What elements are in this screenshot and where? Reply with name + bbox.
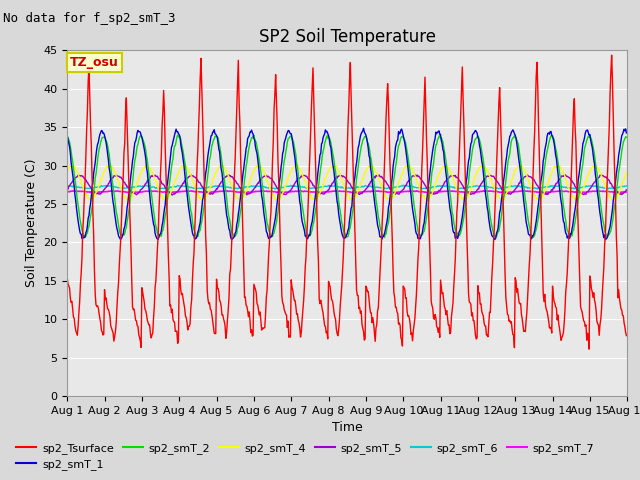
sp2_smT_2: [623, 134, 630, 140]
sp2_Tsurface: [415, 244, 422, 250]
sp2_smT_2: [131, 157, 139, 163]
sp2_smT_6: [131, 184, 139, 190]
sp2_smT_2: [529, 235, 537, 240]
sp2_Tsurface: [431, 312, 439, 317]
sp2_smT_5: [74, 174, 81, 180]
sp2_smT_1: [131, 140, 139, 145]
sp2_smT_7: [431, 189, 439, 195]
sp2_Tsurface: [623, 333, 630, 338]
Line: sp2_smT_4: sp2_smT_4: [67, 165, 627, 200]
Text: TZ_osu: TZ_osu: [70, 56, 119, 69]
sp2_smT_4: [188, 174, 195, 180]
sp2_smT_7: [479, 188, 487, 193]
sp2_smT_1: [623, 130, 630, 136]
sp2_smT_1: [602, 237, 609, 242]
sp2_smT_2: [431, 147, 439, 153]
sp2_Tsurface: [74, 332, 81, 338]
sp2_Tsurface: [218, 304, 225, 310]
sp2_smT_6: [432, 184, 440, 190]
sp2_smT_7: [131, 189, 139, 195]
sp2_smT_4: [74, 169, 81, 175]
sp2_smT_6: [623, 183, 630, 189]
Line: sp2_Tsurface: sp2_Tsurface: [67, 55, 627, 349]
sp2_smT_1: [218, 166, 225, 172]
sp2_smT_5: [131, 191, 139, 196]
Line: sp2_smT_6: sp2_smT_6: [67, 185, 627, 189]
sp2_smT_5: [416, 174, 424, 180]
sp2_smT_6: [534, 186, 541, 192]
sp2_smT_4: [416, 186, 424, 192]
sp2_smT_4: [218, 162, 225, 168]
sp2_smT_4: [573, 197, 580, 203]
sp2_Tsurface: [608, 52, 616, 58]
sp2_smT_4: [432, 180, 440, 185]
Line: sp2_smT_5: sp2_smT_5: [67, 175, 627, 195]
sp2_smT_7: [623, 189, 630, 195]
sp2_smT_6: [63, 183, 71, 189]
sp2_smT_1: [74, 212, 81, 217]
sp2_smT_2: [188, 211, 195, 216]
sp2_smT_1: [188, 225, 195, 231]
Text: No data for f_sp2_smT_3: No data for f_sp2_smT_3: [3, 12, 176, 25]
sp2_smT_5: [432, 191, 440, 196]
sp2_smT_6: [74, 184, 81, 190]
sp2_smT_4: [131, 186, 139, 192]
sp2_smT_1: [416, 235, 424, 241]
sp2_smT_7: [188, 188, 195, 194]
sp2_smT_2: [63, 135, 71, 141]
sp2_Tsurface: [63, 275, 71, 280]
sp2_smT_7: [218, 189, 225, 194]
sp2_smT_7: [74, 188, 81, 194]
Title: SP2 Soil Temperature: SP2 Soil Temperature: [259, 28, 436, 46]
sp2_Tsurface: [585, 346, 593, 352]
sp2_smT_4: [623, 169, 630, 175]
sp2_smT_5: [189, 173, 196, 179]
sp2_smT_5: [168, 192, 176, 198]
sp2_smT_1: [360, 125, 367, 131]
Y-axis label: Soil Temperature (C): Soil Temperature (C): [25, 159, 38, 288]
sp2_smT_2: [436, 131, 444, 137]
sp2_smT_6: [142, 182, 150, 188]
sp2_Tsurface: [131, 312, 139, 317]
sp2_smT_2: [415, 230, 422, 236]
sp2_smT_5: [218, 179, 226, 184]
sp2_smT_5: [63, 184, 71, 190]
sp2_smT_2: [218, 153, 225, 159]
sp2_smT_1: [432, 129, 440, 135]
sp2_Tsurface: [188, 297, 195, 303]
sp2_smT_7: [63, 189, 71, 195]
sp2_smT_6: [189, 185, 196, 191]
X-axis label: Time: Time: [332, 421, 363, 434]
sp2_smT_6: [416, 185, 424, 191]
sp2_smT_6: [218, 184, 226, 190]
Line: sp2_smT_7: sp2_smT_7: [67, 191, 627, 193]
sp2_smT_4: [63, 167, 71, 172]
sp2_smT_2: [74, 197, 81, 203]
Line: sp2_smT_2: sp2_smT_2: [67, 134, 627, 238]
Legend: sp2_Tsurface, sp2_smT_1, sp2_smT_2, sp2_smT_4, sp2_smT_5, sp2_smT_6, sp2_smT_7: sp2_Tsurface, sp2_smT_1, sp2_smT_2, sp2_…: [12, 438, 598, 474]
sp2_smT_1: [63, 133, 71, 139]
sp2_smT_4: [294, 162, 301, 168]
Line: sp2_smT_1: sp2_smT_1: [67, 128, 627, 240]
sp2_smT_7: [415, 189, 422, 194]
sp2_smT_7: [464, 190, 472, 196]
sp2_smT_5: [561, 172, 568, 178]
sp2_smT_5: [623, 187, 630, 193]
